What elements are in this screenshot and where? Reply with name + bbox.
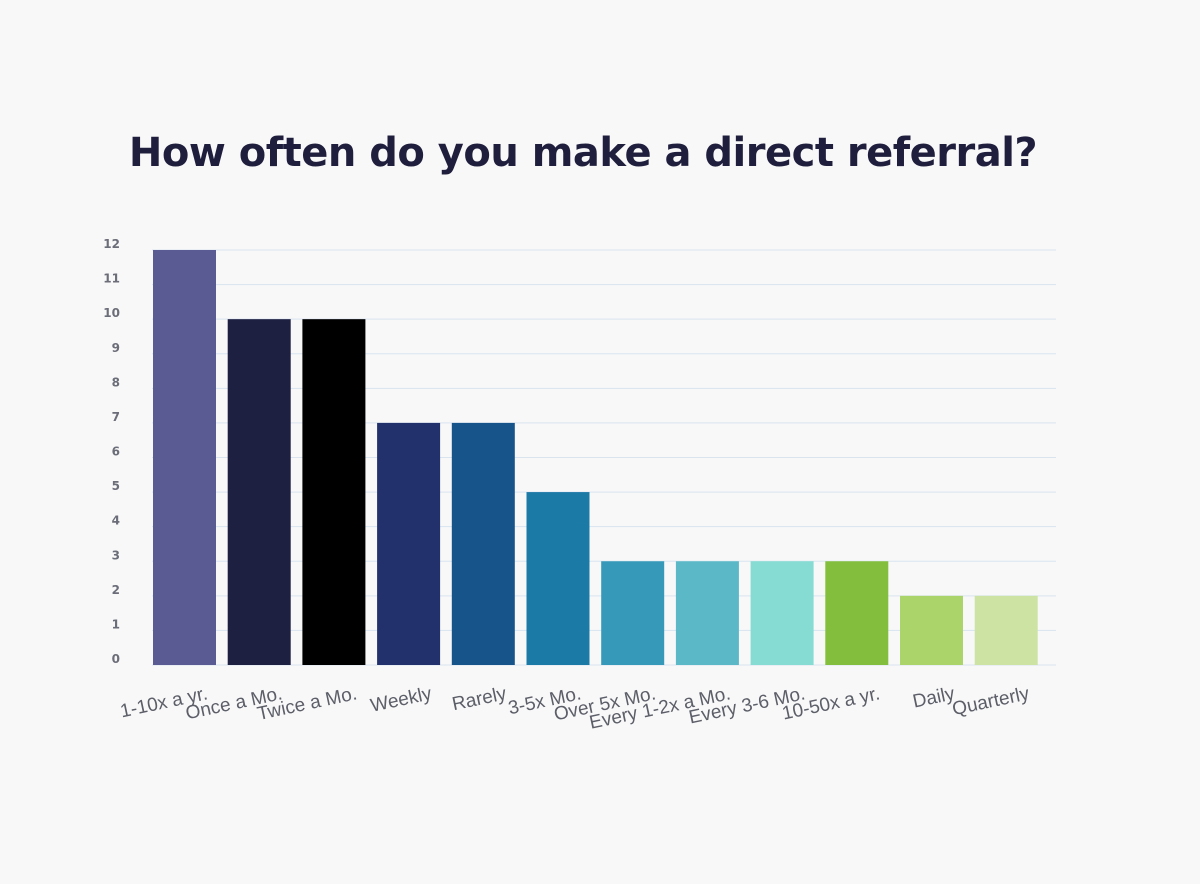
bar-7 <box>675 561 739 665</box>
bar-2 <box>302 319 366 665</box>
bar-1 <box>227 319 291 665</box>
x-category-label: Weekly <box>369 683 434 717</box>
y-tick-label: 3 <box>112 548 120 562</box>
x-category-label: Rarely <box>450 683 509 715</box>
y-tick-label: 0 <box>112 652 120 666</box>
bar-3 <box>377 422 441 665</box>
y-tick-label: 5 <box>112 479 120 493</box>
bar-5 <box>526 492 590 665</box>
bar-6 <box>601 561 665 665</box>
bar-0 <box>153 250 216 665</box>
bar-11 <box>974 595 1038 665</box>
y-tick-label: 4 <box>112 514 120 528</box>
x-axis-labels: 1-10x a yr.Once a Mo.Twice a Mo. Weekly Ra… <box>118 683 1031 734</box>
y-tick-label: 6 <box>112 445 120 459</box>
y-tick-label: 12 <box>103 237 120 251</box>
bar-4 <box>451 422 515 665</box>
y-tick-label: 9 <box>112 341 120 355</box>
x-category-label: Quarterly <box>950 683 1031 720</box>
y-tick-label: 7 <box>112 410 120 424</box>
bar-10 <box>900 595 963 665</box>
chart-title: How often do you make a direct referral? <box>128 130 1038 176</box>
y-tick-label: 11 <box>103 272 120 286</box>
y-tick-label: 1 <box>112 617 120 631</box>
y-tick-label: 10 <box>103 306 120 320</box>
x-category-label: Daily <box>911 683 957 712</box>
y-tick-label: 8 <box>112 375 120 389</box>
bar-9 <box>825 561 889 665</box>
bar-8 <box>750 561 814 665</box>
bars <box>153 250 1038 665</box>
y-tick-label: 2 <box>112 583 120 597</box>
